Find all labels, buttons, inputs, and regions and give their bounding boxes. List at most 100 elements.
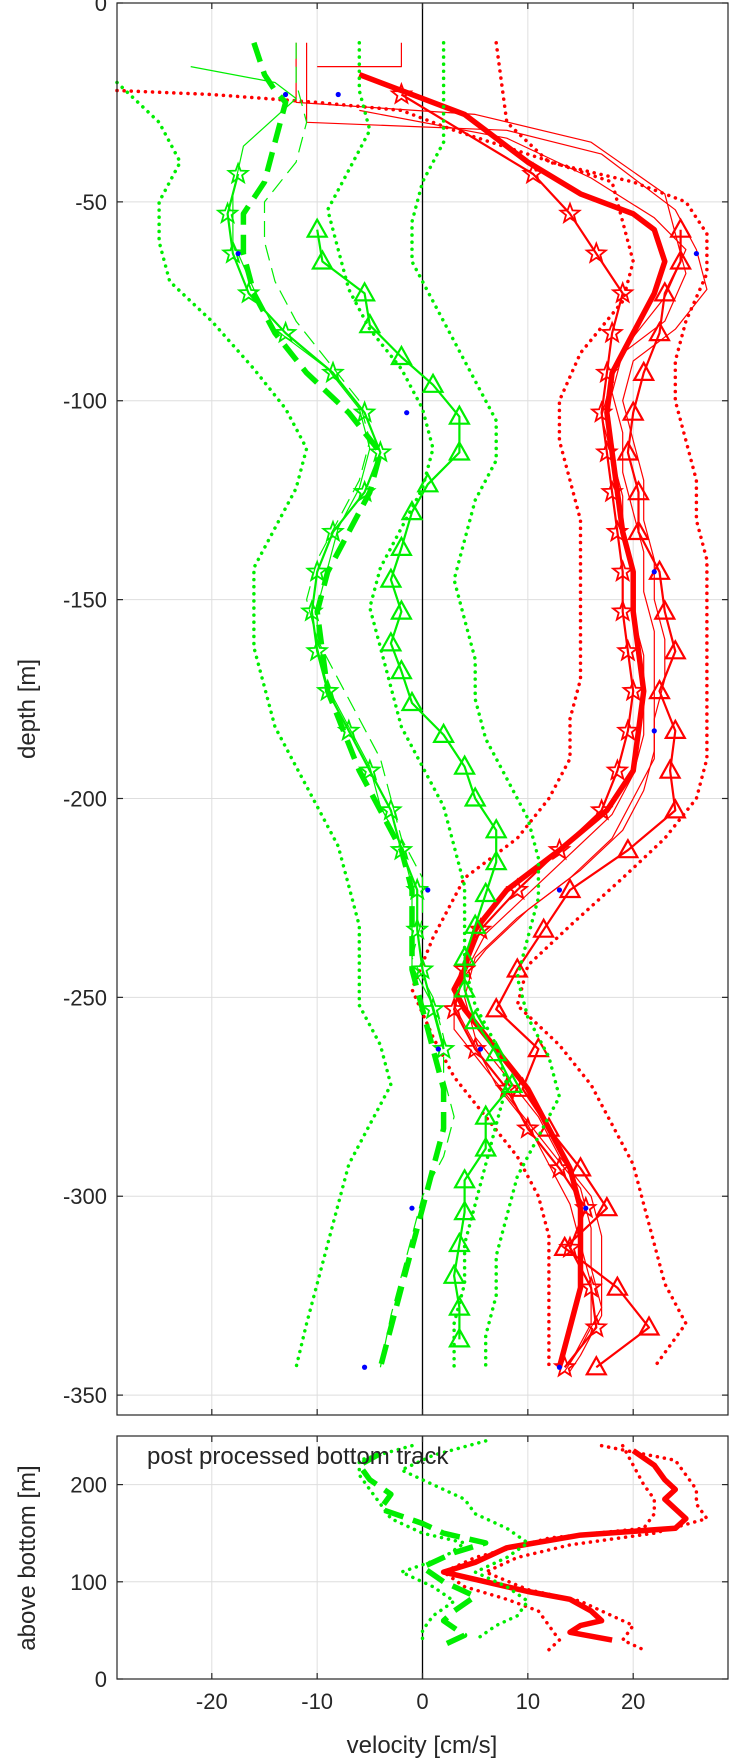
triangle-marker bbox=[558, 877, 582, 899]
triangle-marker bbox=[474, 1104, 498, 1125]
bottom-track-y-axis-label: above bottom [m] bbox=[14, 1465, 41, 1650]
triangle-marker bbox=[390, 599, 413, 620]
y-tick-label: 100 bbox=[70, 1570, 107, 1595]
star-marker bbox=[315, 678, 340, 702]
star-marker bbox=[357, 758, 382, 781]
star-marker bbox=[610, 559, 635, 583]
north-thin-dash-line bbox=[263, 42, 455, 1368]
triangle-marker bbox=[379, 631, 403, 652]
triangle-marker bbox=[390, 658, 413, 680]
x-tick-label: 20 bbox=[621, 1689, 645, 1714]
y-tick-label: -350 bbox=[63, 1383, 107, 1408]
north-triangles-line bbox=[316, 229, 514, 1340]
triangle-marker bbox=[448, 1231, 471, 1253]
blue-dot-marker bbox=[693, 250, 699, 257]
triangle-marker bbox=[484, 818, 508, 839]
triangle-marker bbox=[463, 1008, 487, 1030]
star-marker bbox=[421, 996, 445, 1020]
star-marker bbox=[558, 201, 582, 224]
star-marker bbox=[320, 519, 345, 543]
triangle-marker bbox=[653, 281, 677, 302]
star-marker bbox=[600, 320, 625, 344]
triangle-marker bbox=[632, 360, 656, 381]
triangle-marker bbox=[432, 722, 455, 744]
blue-dot-marker bbox=[651, 569, 657, 575]
depth-profile-y-ticks: -350 -300 -250 -200 -150 -100 -50 0 bbox=[63, 0, 728, 1415]
triangle-marker bbox=[442, 1263, 466, 1284]
star-marker bbox=[405, 877, 430, 901]
star-marker bbox=[305, 559, 330, 583]
east-stars-line bbox=[400, 93, 635, 1368]
bottom-track-x-ticks: -20 -10 0 10 20 bbox=[196, 1689, 646, 1714]
triangle-marker bbox=[553, 1235, 577, 1257]
y-tick-label: 200 bbox=[70, 1473, 107, 1498]
triangle-marker bbox=[453, 1168, 476, 1189]
bottom-track-y-ticks: 0 100 200 bbox=[70, 1436, 728, 1692]
star-marker bbox=[610, 280, 635, 304]
star-marker bbox=[589, 797, 614, 821]
x-tick-label: -10 bbox=[301, 1689, 333, 1714]
blue-dot-marker bbox=[651, 728, 657, 734]
star-marker bbox=[352, 479, 377, 503]
star-marker bbox=[600, 479, 625, 503]
triangle-marker bbox=[616, 837, 640, 859]
triangle-marker bbox=[532, 917, 555, 938]
triangle-marker bbox=[474, 1136, 498, 1157]
triangle-marker bbox=[663, 718, 687, 740]
triangle-marker bbox=[400, 690, 424, 712]
star-marker bbox=[352, 400, 377, 423]
triangle-marker bbox=[353, 281, 376, 302]
north-dot-right-line bbox=[410, 41, 562, 1370]
east-bold-line bbox=[440, 1448, 689, 1643]
triangle-marker bbox=[448, 1295, 471, 1316]
east-thin-line bbox=[306, 42, 708, 1372]
triangle-marker bbox=[448, 440, 471, 461]
x-tick-label: -20 bbox=[196, 1689, 228, 1714]
depth-profile-y-axis-label: depth [m] bbox=[14, 659, 41, 759]
triangle-marker bbox=[474, 881, 498, 903]
east-thin-line bbox=[317, 42, 402, 68]
triangle-marker bbox=[311, 249, 334, 270]
triangle-marker bbox=[648, 320, 671, 342]
star-marker bbox=[584, 1314, 609, 1338]
east-dot-right-line bbox=[494, 41, 709, 1370]
north-thin-line bbox=[190, 66, 445, 1046]
east-dot-right-line bbox=[483, 1443, 709, 1652]
triangle-marker bbox=[484, 849, 508, 871]
triangle-marker bbox=[500, 1072, 524, 1094]
blue-dot-marker bbox=[556, 1364, 563, 1370]
star-marker bbox=[405, 917, 430, 940]
triangle-marker bbox=[463, 913, 487, 934]
triangle-marker bbox=[663, 798, 687, 819]
y-tick-label: -100 bbox=[63, 389, 107, 414]
blue-dot-marker bbox=[404, 410, 410, 416]
triangle-marker bbox=[379, 567, 403, 588]
north-bold-dash-line bbox=[356, 1451, 489, 1648]
star-marker bbox=[410, 956, 435, 980]
star-marker bbox=[299, 599, 324, 622]
north-dot-mid-line bbox=[325, 41, 509, 1370]
blue-dot-marker bbox=[556, 887, 563, 893]
triangle-marker bbox=[669, 249, 692, 270]
north-dot-left-line bbox=[357, 1443, 467, 1647]
blue-dot-marker bbox=[583, 1205, 589, 1211]
x-axis-label: velocity [cm/s] bbox=[347, 1732, 498, 1759]
star-marker bbox=[605, 758, 630, 781]
blue-dot-marker bbox=[409, 1205, 415, 1211]
x-tick-label: 0 bbox=[416, 1689, 428, 1714]
star-marker bbox=[621, 678, 646, 702]
star-marker bbox=[431, 1036, 456, 1060]
y-tick-label: -300 bbox=[63, 1184, 107, 1209]
east-thin-line bbox=[359, 109, 687, 1364]
y-tick-label: -50 bbox=[75, 190, 107, 215]
star-marker bbox=[215, 201, 240, 224]
blue-dot-marker bbox=[361, 1364, 368, 1370]
triangle-marker bbox=[453, 1199, 476, 1221]
triangle-marker bbox=[627, 519, 650, 541]
triangle-marker bbox=[606, 1275, 629, 1296]
triangle-marker bbox=[390, 535, 413, 557]
triangle-marker bbox=[569, 1156, 592, 1177]
blue-dot-marker bbox=[335, 91, 341, 98]
y-tick-label: 0 bbox=[95, 1667, 107, 1692]
star-marker bbox=[515, 1116, 540, 1139]
